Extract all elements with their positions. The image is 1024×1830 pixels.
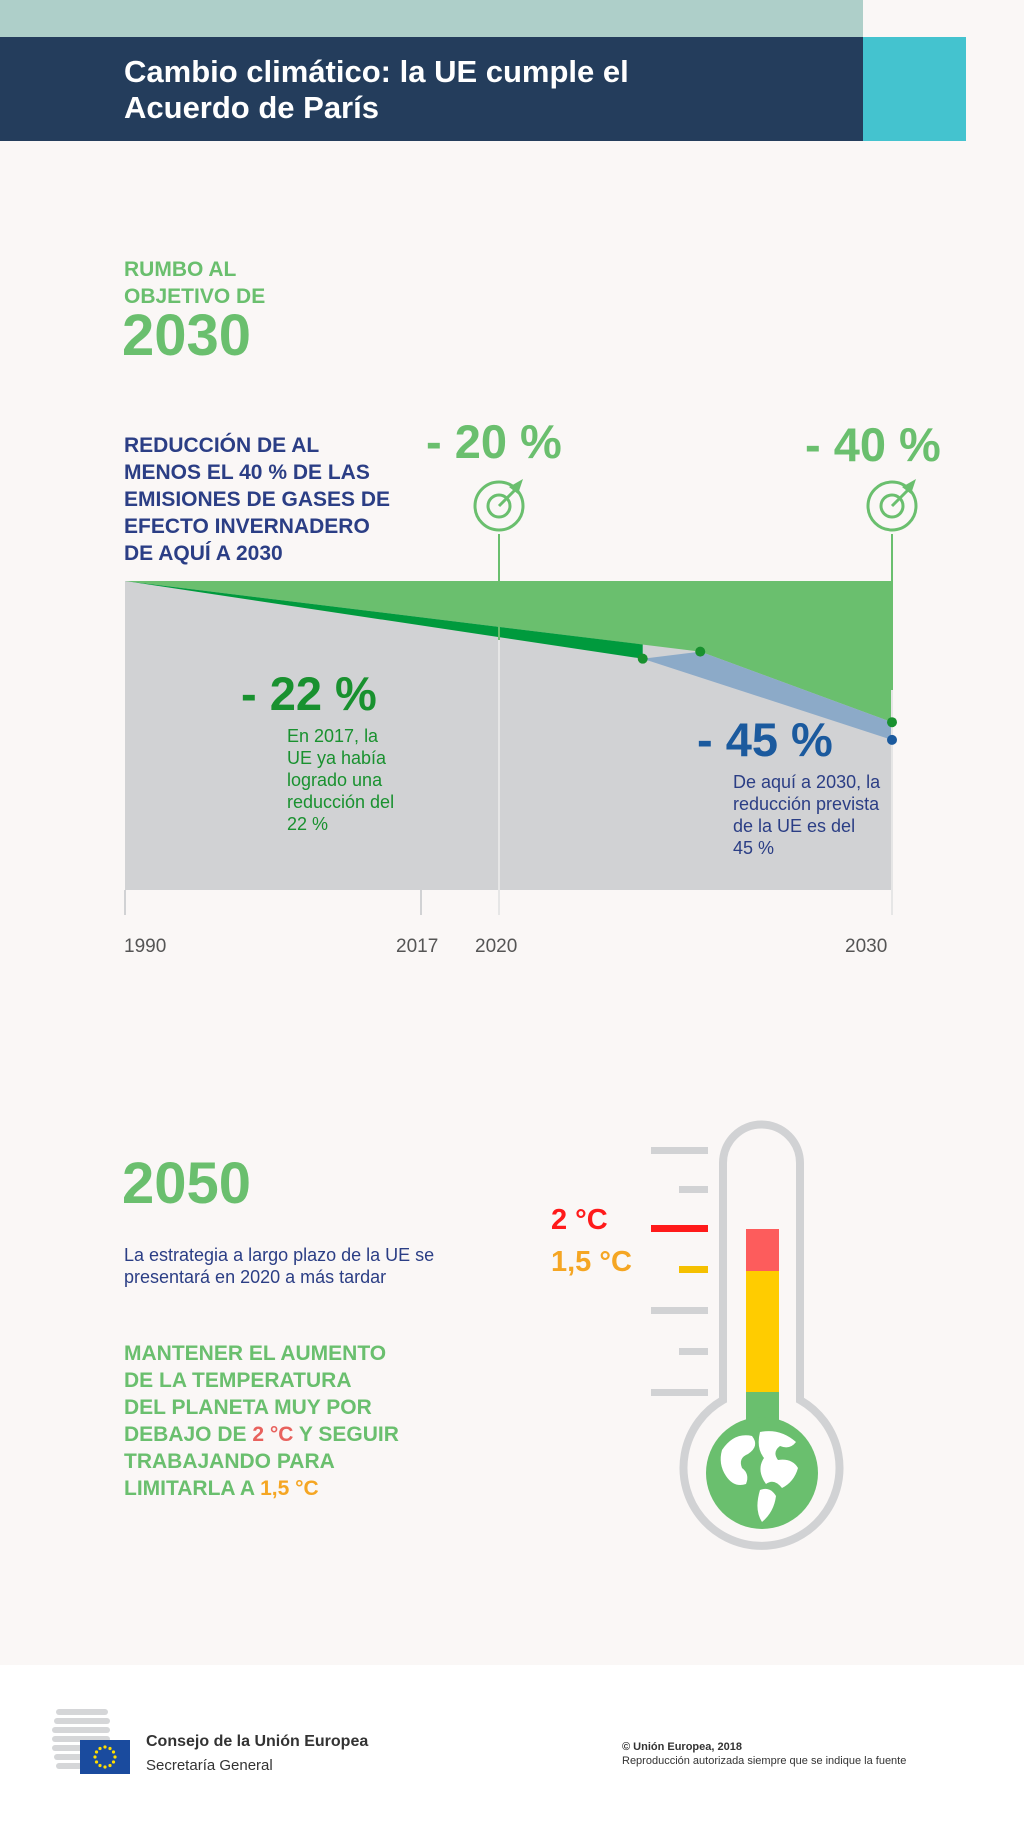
header-band-light [0, 0, 863, 37]
goal-line: MANTENER EL AUMENTO [124, 1342, 387, 1365]
thermometer-icon [651, 1120, 844, 1550]
reduction-line: EFECTO INVERNADERO [124, 515, 370, 538]
note-line: 45 % [733, 838, 775, 858]
goal-text: DEBAJO DE [124, 1423, 253, 1446]
x-tick-label: 2020 [475, 936, 518, 957]
goal-2c: 2 °C [252, 1423, 294, 1446]
goal-text: Y SEGUIR [293, 1423, 399, 1446]
target-2020-label: - 20 % [426, 415, 562, 468]
note-line: logrado una [287, 770, 383, 790]
reduction-line: REDUCCIÓN DE AL [124, 434, 320, 457]
goal-line: LIMITARLA A 1,5 °C [124, 1475, 434, 1502]
strategy-line: presentará en 2020 a más tardar [124, 1267, 387, 1287]
note-line: reducción prevista [733, 794, 880, 814]
title-line-2: Acuerdo de París [124, 90, 379, 125]
kicker-line-1: RUMBO AL [124, 258, 237, 281]
achieved-2017-label: - 22 % [241, 667, 377, 720]
reduction-heading: REDUCCIÓN DE AL MENOS EL 40 % DE LAS EMI… [124, 432, 424, 567]
achieved-2017-note: En 2017, la UE ya había logrado una redu… [287, 725, 427, 835]
globe-icon [706, 1417, 818, 1529]
temperature-goal: MANTENER EL AUMENTO DE LA TEMPERATURA DE… [124, 1340, 434, 1502]
thermo-label-2c: 2 °C [551, 1204, 608, 1236]
reproduction-note: Reproducción autorizada siempre que se i… [622, 1755, 907, 1767]
goal-15c: 1,5 °C [260, 1477, 319, 1500]
footer [0, 1665, 1024, 1830]
note-line: De aquí a 2030, la [733, 772, 881, 792]
header-band [0, 37, 863, 141]
note-line: UE ya había [287, 748, 387, 768]
thermo-label-15c: 1,5 °C [551, 1246, 632, 1278]
target-icon [866, 479, 918, 532]
note-line: 22 % [287, 814, 329, 834]
kicker: RUMBO AL OBJETIVO DE [124, 256, 384, 310]
header-accent [863, 37, 966, 141]
x-tick-label: 2017 [396, 936, 439, 957]
point-2030-target [887, 717, 897, 728]
point-2030-projected [887, 734, 897, 745]
target-area [125, 581, 892, 723]
note-line: de la UE es del [733, 816, 856, 836]
target-icon [473, 479, 525, 532]
projected-area [642, 651, 892, 740]
point-2017 [637, 653, 648, 664]
projected-2030-note: De aquí a 2030, la reducción prevista de… [733, 771, 903, 859]
org-name: Consejo de la Unión Europea [146, 1733, 369, 1750]
strategy-line: La estrategia a largo plazo de la UE se [124, 1245, 435, 1265]
page-title: Cambio climático: la UE cumple el Acuerd… [124, 54, 824, 126]
goal-line: DE LA TEMPERATURA [124, 1369, 352, 1392]
reduction-line: EMISIONES DE GASES DE [124, 488, 391, 511]
achieved-area [125, 581, 643, 659]
copyright: © Unión Europea, 2018 [622, 1741, 742, 1753]
goal-line: DEL PLANETA MUY POR [124, 1396, 372, 1419]
target-2030-label: - 40 % [805, 418, 941, 471]
kicker-line-2: OBJETIVO DE [124, 285, 266, 308]
note-line: En 2017, la [287, 726, 379, 746]
emissions-chart [124, 479, 918, 915]
goal-line: DEBAJO DE 2 °C Y SEGUIR [124, 1421, 434, 1448]
note-line: reducción del [287, 792, 395, 812]
goal-text: LIMITARLA A [124, 1477, 261, 1500]
x-tick-label: 1990 [124, 936, 167, 957]
goal-line: TRABAJANDO PARA [124, 1450, 335, 1473]
year-2050-heading: 2050 [122, 1151, 252, 1216]
strategy-text: La estrategia a largo plazo de la UE se … [124, 1244, 464, 1288]
x-tick-label: 2030 [845, 936, 888, 957]
reduction-line: DE AQUÍ A 2030 [124, 542, 283, 565]
year-2030-heading: 2030 [122, 303, 252, 368]
title-line-1: Cambio climático: la UE cumple el [124, 54, 629, 89]
council-logo-icon [52, 1709, 130, 1774]
reduction-line: MENOS EL 40 % DE LAS [124, 461, 370, 484]
projected-2030-label: - 45 % [697, 713, 833, 766]
org-subtitle: Secretaría General [146, 1757, 273, 1774]
point-2020-target [695, 646, 706, 657]
